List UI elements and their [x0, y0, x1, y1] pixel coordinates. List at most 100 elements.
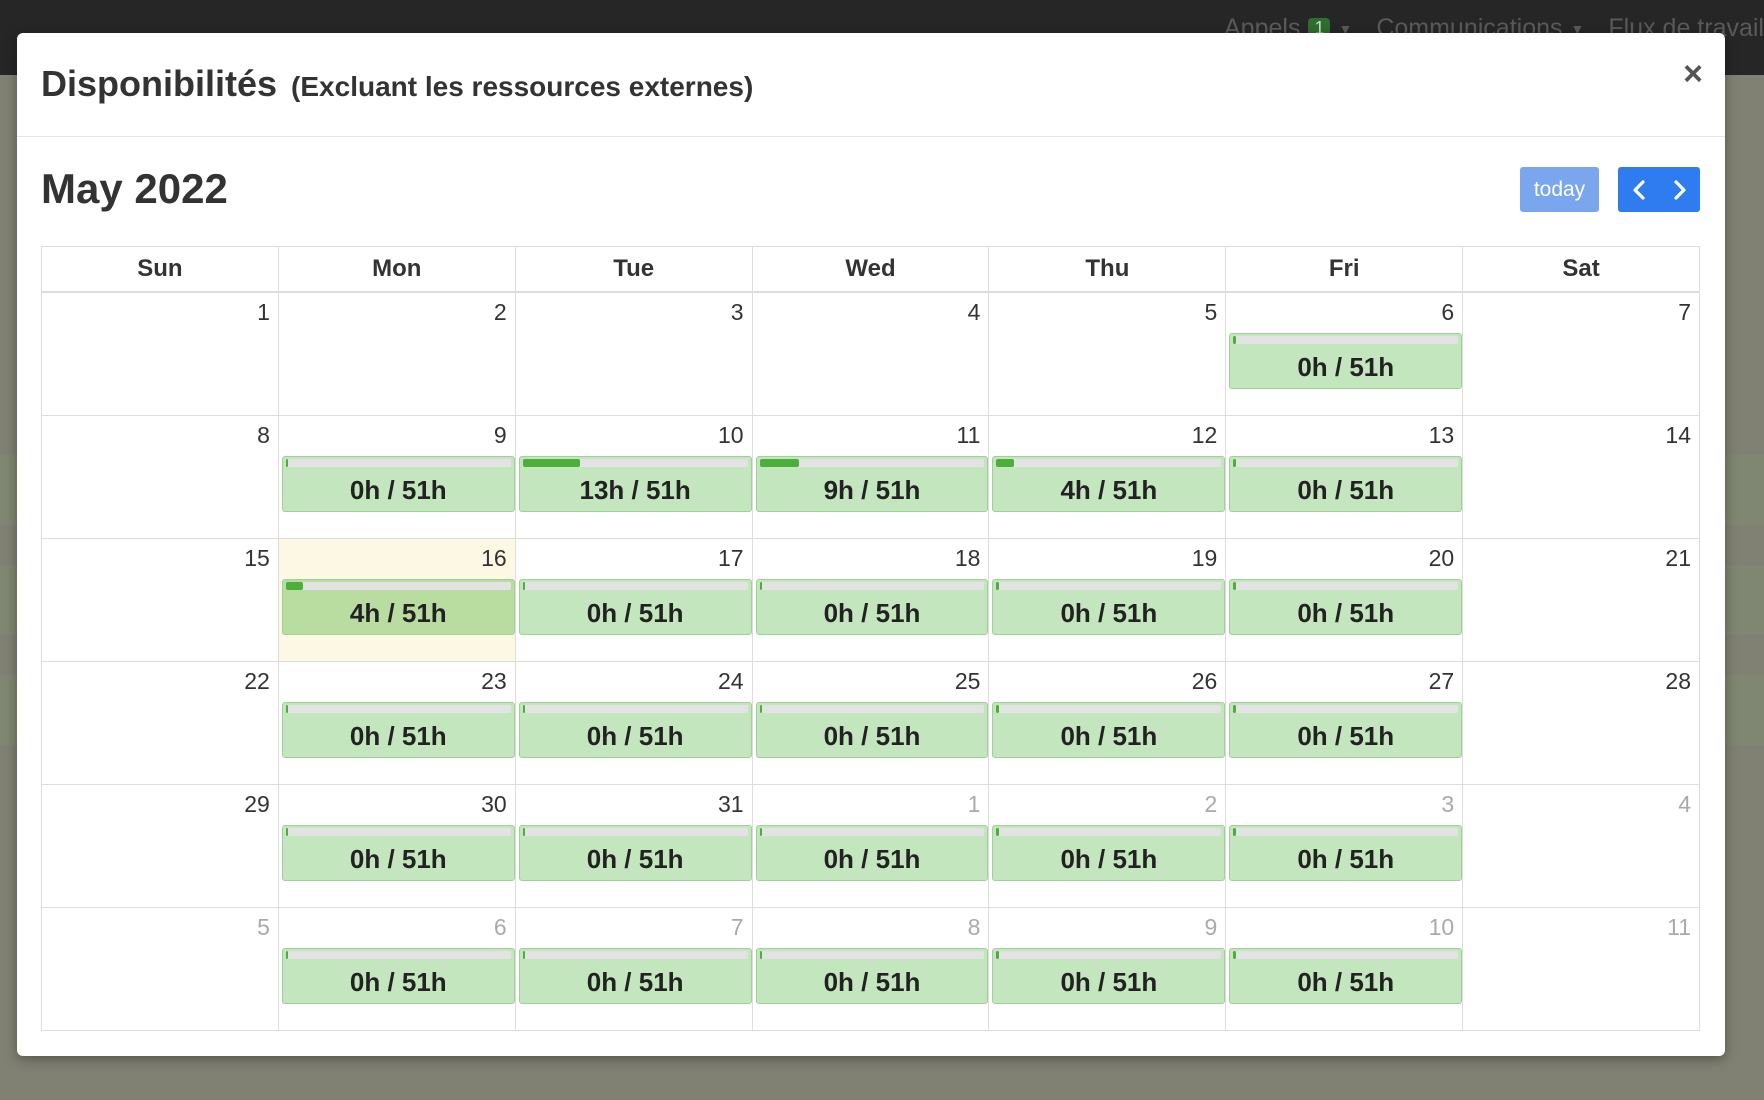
calendar-day[interactable]: 7 0h / 51h [514, 908, 752, 1030]
calendar-day[interactable]: 18 0h / 51h [751, 539, 989, 661]
calendar-day[interactable]: 26 0h / 51h [988, 662, 1226, 784]
day-number: 2 [493, 299, 507, 325]
availability-event[interactable]: 4h / 51h [992, 456, 1226, 512]
calendar-day[interactable]: 10 13h / 51h [514, 416, 752, 538]
calendar-day[interactable]: 1 [42, 293, 278, 415]
calendar-day[interactable]: 19 0h / 51h [988, 539, 1226, 661]
availability-event[interactable]: 0h / 51h [755, 702, 989, 758]
close-button[interactable]: × [1683, 55, 1703, 93]
calendar-grid: 1 2 3 4 5 6 0h / 51h 7 8 9 0h / 51h 10 13h / 51h 11 9h… [41, 293, 1700, 1031]
calendar-day[interactable]: 29 [42, 785, 278, 907]
calendar-day[interactable]: 1 0h / 51h [751, 785, 989, 907]
availability-event[interactable]: 0h / 51h [1229, 702, 1463, 758]
day-number: 16 [481, 545, 507, 571]
calendar-day[interactable]: 31 0h / 51h [514, 785, 752, 907]
availability-event[interactable]: 0h / 51h [518, 948, 752, 1004]
calendar-day[interactable]: 10 0h / 51h [1225, 908, 1463, 1030]
calendar-day[interactable]: 30 0h / 51h [277, 785, 515, 907]
calendar-day[interactable]: 4 [1462, 785, 1699, 907]
availability-event[interactable]: 0h / 51h [755, 579, 989, 635]
availability-event[interactable]: 4h / 51h [281, 579, 515, 635]
capacity-progress-fill [285, 951, 289, 959]
day-number: 2 [1204, 791, 1218, 817]
availability-event[interactable]: 0h / 51h [281, 825, 515, 881]
hours-label: 0h / 51h [586, 967, 684, 997]
capacity-progress-fill [285, 828, 289, 836]
day-number: 19 [1191, 545, 1218, 571]
hours-label: 0h / 51h [1297, 967, 1395, 997]
calendar-day[interactable]: 21 [1462, 539, 1699, 661]
availability-event[interactable]: 13h / 51h [518, 456, 752, 512]
calendar-day[interactable]: 8 [42, 416, 278, 538]
capacity-progress-bar [996, 582, 1222, 590]
availability-event[interactable]: 0h / 51h [518, 702, 752, 758]
calendar-day[interactable]: 14 [1462, 416, 1699, 538]
calendar-day[interactable]: 3 [514, 293, 752, 415]
hours-label: 0h / 51h [823, 967, 921, 997]
calendar-day[interactable]: 12 4h / 51h [988, 416, 1226, 538]
availability-event[interactable]: 0h / 51h [281, 456, 515, 512]
day-number: 21 [1665, 545, 1692, 571]
capacity-progress-bar [522, 828, 748, 836]
availability-event[interactable]: 0h / 51h [1229, 948, 1463, 1004]
calendar-day[interactable]: 5 [988, 293, 1225, 415]
day-number: 3 [1441, 791, 1455, 817]
calendar-day[interactable]: 24 0h / 51h [514, 662, 752, 784]
hours-label: 0h / 51h [586, 844, 684, 874]
calendar-day[interactable]: 6 0h / 51h [1225, 293, 1463, 415]
availability-event[interactable]: 0h / 51h [1229, 456, 1463, 512]
today-button[interactable]: today [1520, 167, 1599, 212]
availability-event[interactable]: 0h / 51h [281, 702, 515, 758]
calendar-day[interactable]: 13 0h / 51h [1225, 416, 1463, 538]
calendar-day[interactable]: 11 9h / 51h [751, 416, 989, 538]
availability-event[interactable]: 0h / 51h [755, 948, 989, 1004]
calendar-day[interactable]: 5 [42, 908, 278, 1030]
calendar-day[interactable]: 7 [1462, 293, 1699, 415]
calendar-day[interactable]: 4 [751, 293, 989, 415]
calendar-day[interactable]: 3 0h / 51h [1225, 785, 1463, 907]
calendar-day[interactable]: 8 0h / 51h [751, 908, 989, 1030]
calendar-day[interactable]: 11 [1462, 908, 1699, 1030]
calendar-day[interactable]: 23 0h / 51h [277, 662, 515, 784]
calendar-day[interactable]: 9 0h / 51h [988, 908, 1226, 1030]
availability-event[interactable]: 0h / 51h [1229, 333, 1463, 389]
capacity-progress-fill [996, 459, 1015, 467]
availability-modal: Disponibilités (Excluant les ressources … [17, 33, 1725, 1056]
day-number: 24 [717, 668, 744, 694]
capacity-progress-bar [1233, 828, 1459, 836]
calendar-day[interactable]: 25 0h / 51h [751, 662, 989, 784]
day-number: 15 [244, 545, 270, 571]
calendar-day[interactable]: 20 0h / 51h [1225, 539, 1463, 661]
calendar-day[interactable]: 6 0h / 51h [277, 908, 515, 1030]
availability-event[interactable]: 0h / 51h [992, 702, 1226, 758]
availability-event[interactable]: 9h / 51h [755, 456, 989, 512]
chevron-right-icon [1673, 179, 1686, 200]
next-month-button[interactable] [1659, 167, 1700, 212]
calendar-day[interactable]: 28 [1462, 662, 1699, 784]
calendar-day[interactable]: 9 0h / 51h [277, 416, 515, 538]
day-number: 14 [1665, 422, 1692, 448]
availability-event[interactable]: 0h / 51h [755, 825, 989, 881]
availability-event[interactable]: 0h / 51h [992, 579, 1226, 635]
calendar-day[interactable]: 2 0h / 51h [988, 785, 1226, 907]
availability-event[interactable]: 0h / 51h [1229, 579, 1463, 635]
availability-event[interactable]: 0h / 51h [992, 948, 1226, 1004]
prev-month-button[interactable] [1618, 167, 1659, 212]
day-number: 7 [730, 914, 744, 940]
capacity-progress-bar [522, 951, 748, 959]
calendar-day[interactable]: 2 [277, 293, 515, 415]
calendar-day[interactable]: 22 [42, 662, 278, 784]
calendar-day[interactable]: 15 [42, 539, 278, 661]
calendar-day[interactable]: 16 4h / 51h [277, 539, 515, 661]
calendar-day[interactable]: 17 0h / 51h [514, 539, 752, 661]
calendar-day[interactable]: 27 0h / 51h [1225, 662, 1463, 784]
availability-event[interactable]: 0h / 51h [281, 948, 515, 1004]
availability-event[interactable]: 0h / 51h [992, 825, 1226, 881]
hours-label: 4h / 51h [349, 598, 447, 628]
availability-event[interactable]: 0h / 51h [518, 825, 752, 881]
availability-event[interactable]: 0h / 51h [1229, 825, 1463, 881]
day-number: 10 [1428, 914, 1455, 940]
capacity-progress-fill [522, 705, 525, 713]
weekday-header-cell: Mon [277, 247, 515, 291]
availability-event[interactable]: 0h / 51h [518, 579, 752, 635]
